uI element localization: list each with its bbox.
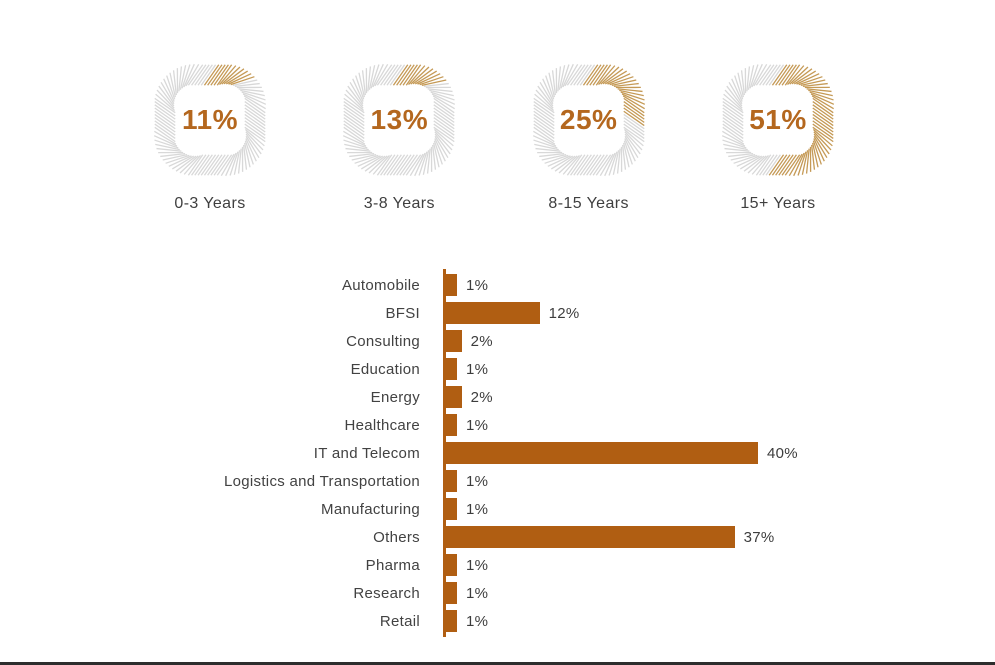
bar (446, 442, 758, 464)
gauge-tick-ring (721, 63, 835, 177)
bar (446, 414, 457, 436)
category-label: Consulting (346, 332, 420, 350)
industry-bar-chart: Automobile 1% BFSI 12% Consulting 2% Education… (0, 269, 995, 637)
bar-row-automobile: Automobile 1% (0, 271, 995, 299)
gauge-ring-wrap: 13% (337, 58, 461, 182)
bar (446, 526, 735, 548)
gauge-8-15-years: 25% 8-15 Years (519, 58, 659, 213)
bar-cell: 1% (420, 414, 488, 436)
bar (446, 386, 462, 408)
bar-cell: 1% (420, 582, 488, 604)
bar-row-consulting: Consulting 2% (0, 327, 995, 355)
gauge-15-years: 51% 15+ Years (708, 58, 848, 213)
experience-gauges-row: 11% 0-3 Years 13% 3-8 Years 25% 8-15 Years 51%… (140, 58, 848, 213)
gauge-3-8-years: 13% 3-8 Years (329, 58, 469, 213)
gauge-value: 51% (749, 104, 807, 135)
gauge-label: 3-8 Years (363, 195, 435, 212)
gauge-ring-wrap: 11% (148, 58, 272, 182)
gauge-tick-ring (343, 63, 456, 177)
bar-cell: 2% (420, 386, 493, 408)
bar-row-bfsi: BFSI 12% (0, 299, 995, 327)
bar (446, 470, 457, 492)
bar (446, 498, 457, 520)
bar-row-it-and-telecom: IT and Telecom 40% (0, 439, 995, 467)
category-label: Healthcare (344, 416, 420, 434)
bar (446, 358, 457, 380)
category-label: Manufacturing (321, 500, 420, 518)
bar (446, 554, 457, 576)
bar-cell: 1% (420, 358, 488, 380)
bar-row-others: Others 37% (0, 523, 995, 551)
bar-value-label: 1% (466, 416, 489, 434)
gauge-value: 11% (182, 104, 238, 135)
bar-value-label: 2% (470, 388, 493, 406)
bar-row-education: Education 1% (0, 355, 995, 383)
bar-value-label: 1% (466, 472, 489, 490)
bar-row-research: Research 1% (0, 579, 995, 607)
category-label: Automobile (341, 276, 420, 294)
category-label: Others (373, 528, 420, 546)
category-label: Pharma (365, 556, 420, 574)
bar-cell: 2% (420, 330, 493, 352)
category-label: BFSI (385, 304, 420, 322)
category-label: Research (353, 584, 420, 602)
bar-cell: 1% (420, 554, 488, 576)
bar-cell: 37% (420, 526, 775, 548)
bar (446, 330, 462, 352)
bar-row-logistics-and-transportation: Logistics and Transportation 1% (0, 467, 995, 495)
bar-value-label: 2% (470, 332, 493, 350)
bar-cell: 1% (420, 498, 488, 520)
bar-cell: 1% (420, 274, 488, 296)
gauge-label: 0-3 Years (174, 195, 246, 212)
gauge-value: 13% (370, 104, 429, 135)
bar-rows-container: Automobile 1% BFSI 12% Consulting 2% Education… (0, 271, 995, 635)
bar-row-retail: Retail 1% (0, 607, 995, 635)
category-label: Energy (370, 388, 420, 406)
bar-value-label: 1% (466, 360, 489, 378)
bar (446, 302, 540, 324)
bar (446, 610, 457, 632)
bar-row-energy: Energy 2% (0, 383, 995, 411)
bar-cell: 12% (420, 302, 580, 324)
bar-cell: 1% (420, 610, 488, 632)
bar-value-label: 1% (466, 612, 489, 630)
category-label: Education (350, 360, 420, 378)
bar-value-label: 37% (743, 528, 775, 546)
category-label: Logistics and Transportation (223, 472, 420, 490)
bar-value-label: 1% (466, 584, 489, 602)
bar-value-label: 12% (548, 304, 580, 322)
gauge-tick-ring (153, 63, 267, 177)
bar-row-pharma: Pharma 1% (0, 551, 995, 579)
bar-cell: 40% (420, 442, 798, 464)
bar-value-label: 1% (466, 500, 489, 518)
bar-value-label: 40% (767, 444, 798, 462)
bottom-border-line (0, 662, 995, 665)
bar-cell: 1% (420, 470, 488, 492)
gauge-ring-wrap: 25% (527, 58, 651, 182)
bar (446, 274, 457, 296)
gauge-value: 25% (559, 104, 618, 135)
bar-value-label: 1% (466, 276, 489, 294)
bar-chart-axis-line (443, 269, 446, 637)
bar-row-manufacturing: Manufacturing 1% (0, 495, 995, 523)
bar (446, 582, 457, 604)
gauge-tick-ring (532, 63, 645, 177)
category-label: Retail (379, 612, 420, 630)
gauge-label: 8-15 Years (548, 195, 629, 212)
gauge-ring-wrap: 51% (716, 58, 840, 182)
gauge-0-3-years: 11% 0-3 Years (140, 58, 280, 213)
bar-row-healthcare: Healthcare 1% (0, 411, 995, 439)
category-label: IT and Telecom (313, 444, 420, 462)
gauge-label: 15+ Years (740, 195, 816, 212)
bar-value-label: 1% (466, 556, 489, 574)
